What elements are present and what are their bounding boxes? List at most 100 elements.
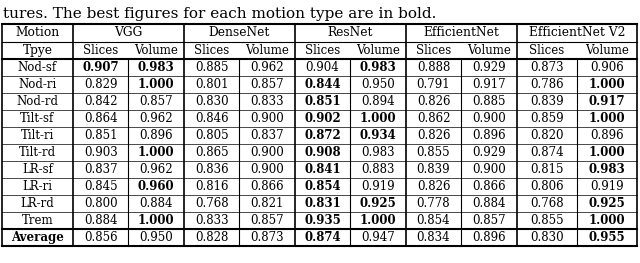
Text: 0.857: 0.857 bbox=[472, 214, 506, 227]
Text: 0.768: 0.768 bbox=[195, 197, 228, 210]
Text: 0.935: 0.935 bbox=[304, 214, 341, 227]
Text: 0.888: 0.888 bbox=[417, 61, 451, 74]
Text: 0.900: 0.900 bbox=[472, 112, 506, 125]
Text: 1.000: 1.000 bbox=[589, 214, 625, 227]
Text: 0.962: 0.962 bbox=[250, 61, 284, 74]
Text: Nod-sf: Nod-sf bbox=[18, 61, 57, 74]
Text: VGG: VGG bbox=[114, 27, 143, 39]
Text: 0.839: 0.839 bbox=[417, 163, 451, 176]
Text: 0.919: 0.919 bbox=[590, 180, 624, 193]
Text: LR-ri: LR-ri bbox=[22, 180, 52, 193]
Text: Average: Average bbox=[11, 231, 64, 244]
Text: 0.816: 0.816 bbox=[195, 180, 228, 193]
Text: 0.842: 0.842 bbox=[84, 95, 117, 108]
Text: 0.962: 0.962 bbox=[140, 163, 173, 176]
Text: Slices: Slices bbox=[529, 44, 564, 57]
Text: 1.000: 1.000 bbox=[589, 112, 625, 125]
Text: Volume: Volume bbox=[245, 44, 289, 57]
Text: 0.836: 0.836 bbox=[195, 163, 228, 176]
Text: 0.791: 0.791 bbox=[417, 78, 451, 91]
Text: 0.983: 0.983 bbox=[361, 146, 395, 159]
Text: 0.800: 0.800 bbox=[84, 197, 118, 210]
Text: 0.851: 0.851 bbox=[304, 95, 341, 108]
Text: 0.902: 0.902 bbox=[304, 112, 341, 125]
Text: 0.934: 0.934 bbox=[360, 129, 396, 142]
Text: 0.896: 0.896 bbox=[590, 129, 624, 142]
Text: 0.806: 0.806 bbox=[530, 180, 564, 193]
Text: 0.857: 0.857 bbox=[250, 214, 284, 227]
Text: 0.805: 0.805 bbox=[195, 129, 228, 142]
Text: 1.000: 1.000 bbox=[138, 146, 175, 159]
Text: Volume: Volume bbox=[134, 44, 178, 57]
Text: ResNet: ResNet bbox=[328, 27, 373, 39]
Text: 0.851: 0.851 bbox=[84, 129, 117, 142]
Text: 0.929: 0.929 bbox=[472, 61, 506, 74]
Text: 0.894: 0.894 bbox=[361, 95, 395, 108]
Text: 0.830: 0.830 bbox=[195, 95, 228, 108]
Text: 0.865: 0.865 bbox=[195, 146, 228, 159]
Text: 0.855: 0.855 bbox=[530, 214, 564, 227]
Text: 0.947: 0.947 bbox=[361, 231, 395, 244]
Text: Tpye: Tpye bbox=[22, 44, 52, 57]
Text: 0.962: 0.962 bbox=[140, 112, 173, 125]
Text: 0.857: 0.857 bbox=[140, 95, 173, 108]
Text: 0.833: 0.833 bbox=[195, 214, 228, 227]
Text: 0.885: 0.885 bbox=[195, 61, 228, 74]
Text: 0.884: 0.884 bbox=[472, 197, 506, 210]
Text: 0.834: 0.834 bbox=[417, 231, 451, 244]
Text: 0.826: 0.826 bbox=[417, 180, 451, 193]
Text: 0.786: 0.786 bbox=[530, 78, 564, 91]
Text: 0.896: 0.896 bbox=[472, 231, 506, 244]
Text: 0.955: 0.955 bbox=[589, 231, 625, 244]
Text: 0.903: 0.903 bbox=[84, 146, 118, 159]
Text: Volume: Volume bbox=[585, 44, 629, 57]
Text: Motion: Motion bbox=[15, 27, 60, 39]
Text: 0.950: 0.950 bbox=[361, 78, 395, 91]
Text: 0.907: 0.907 bbox=[83, 61, 119, 74]
Text: 0.837: 0.837 bbox=[84, 163, 118, 176]
Text: 0.900: 0.900 bbox=[472, 163, 506, 176]
Text: Slices: Slices bbox=[416, 44, 451, 57]
Text: 0.815: 0.815 bbox=[530, 163, 564, 176]
Text: 0.846: 0.846 bbox=[195, 112, 228, 125]
Text: EfficientNet V2: EfficientNet V2 bbox=[529, 27, 625, 39]
Text: 0.856: 0.856 bbox=[84, 231, 118, 244]
Text: Tilt-rd: Tilt-rd bbox=[19, 146, 56, 159]
Text: 0.983: 0.983 bbox=[360, 61, 396, 74]
Text: DenseNet: DenseNet bbox=[209, 27, 270, 39]
Text: 1.000: 1.000 bbox=[589, 146, 625, 159]
Text: 0.904: 0.904 bbox=[306, 61, 339, 74]
Text: 0.896: 0.896 bbox=[140, 129, 173, 142]
Text: Slices: Slices bbox=[305, 44, 340, 57]
Text: 0.855: 0.855 bbox=[417, 146, 451, 159]
Text: 0.960: 0.960 bbox=[138, 180, 175, 193]
Text: 0.983: 0.983 bbox=[589, 163, 625, 176]
Text: 0.884: 0.884 bbox=[140, 197, 173, 210]
Text: Slices: Slices bbox=[83, 44, 118, 57]
Text: Tilt-ri: Tilt-ri bbox=[20, 129, 54, 142]
Text: 0.929: 0.929 bbox=[472, 146, 506, 159]
Text: Volume: Volume bbox=[467, 44, 511, 57]
Text: LR-rd: LR-rd bbox=[20, 197, 54, 210]
Text: 0.919: 0.919 bbox=[361, 180, 395, 193]
Text: 0.908: 0.908 bbox=[304, 146, 341, 159]
Text: 0.801: 0.801 bbox=[195, 78, 228, 91]
Text: 0.844: 0.844 bbox=[304, 78, 341, 91]
Text: 0.866: 0.866 bbox=[250, 180, 284, 193]
Text: 0.872: 0.872 bbox=[304, 129, 341, 142]
Text: 0.833: 0.833 bbox=[250, 95, 284, 108]
Text: 0.837: 0.837 bbox=[250, 129, 284, 142]
Text: 0.829: 0.829 bbox=[84, 78, 117, 91]
Text: 0.925: 0.925 bbox=[589, 197, 625, 210]
Text: 0.874: 0.874 bbox=[530, 146, 564, 159]
Text: 1.000: 1.000 bbox=[360, 112, 396, 125]
Text: 0.857: 0.857 bbox=[250, 78, 284, 91]
Text: 0.866: 0.866 bbox=[472, 180, 506, 193]
Text: 1.000: 1.000 bbox=[138, 78, 175, 91]
Text: 0.950: 0.950 bbox=[140, 231, 173, 244]
Text: Trem: Trem bbox=[22, 214, 53, 227]
Text: 0.900: 0.900 bbox=[250, 112, 284, 125]
Text: 0.839: 0.839 bbox=[530, 95, 564, 108]
Text: EfficientNet: EfficientNet bbox=[423, 27, 499, 39]
Text: 0.864: 0.864 bbox=[84, 112, 118, 125]
